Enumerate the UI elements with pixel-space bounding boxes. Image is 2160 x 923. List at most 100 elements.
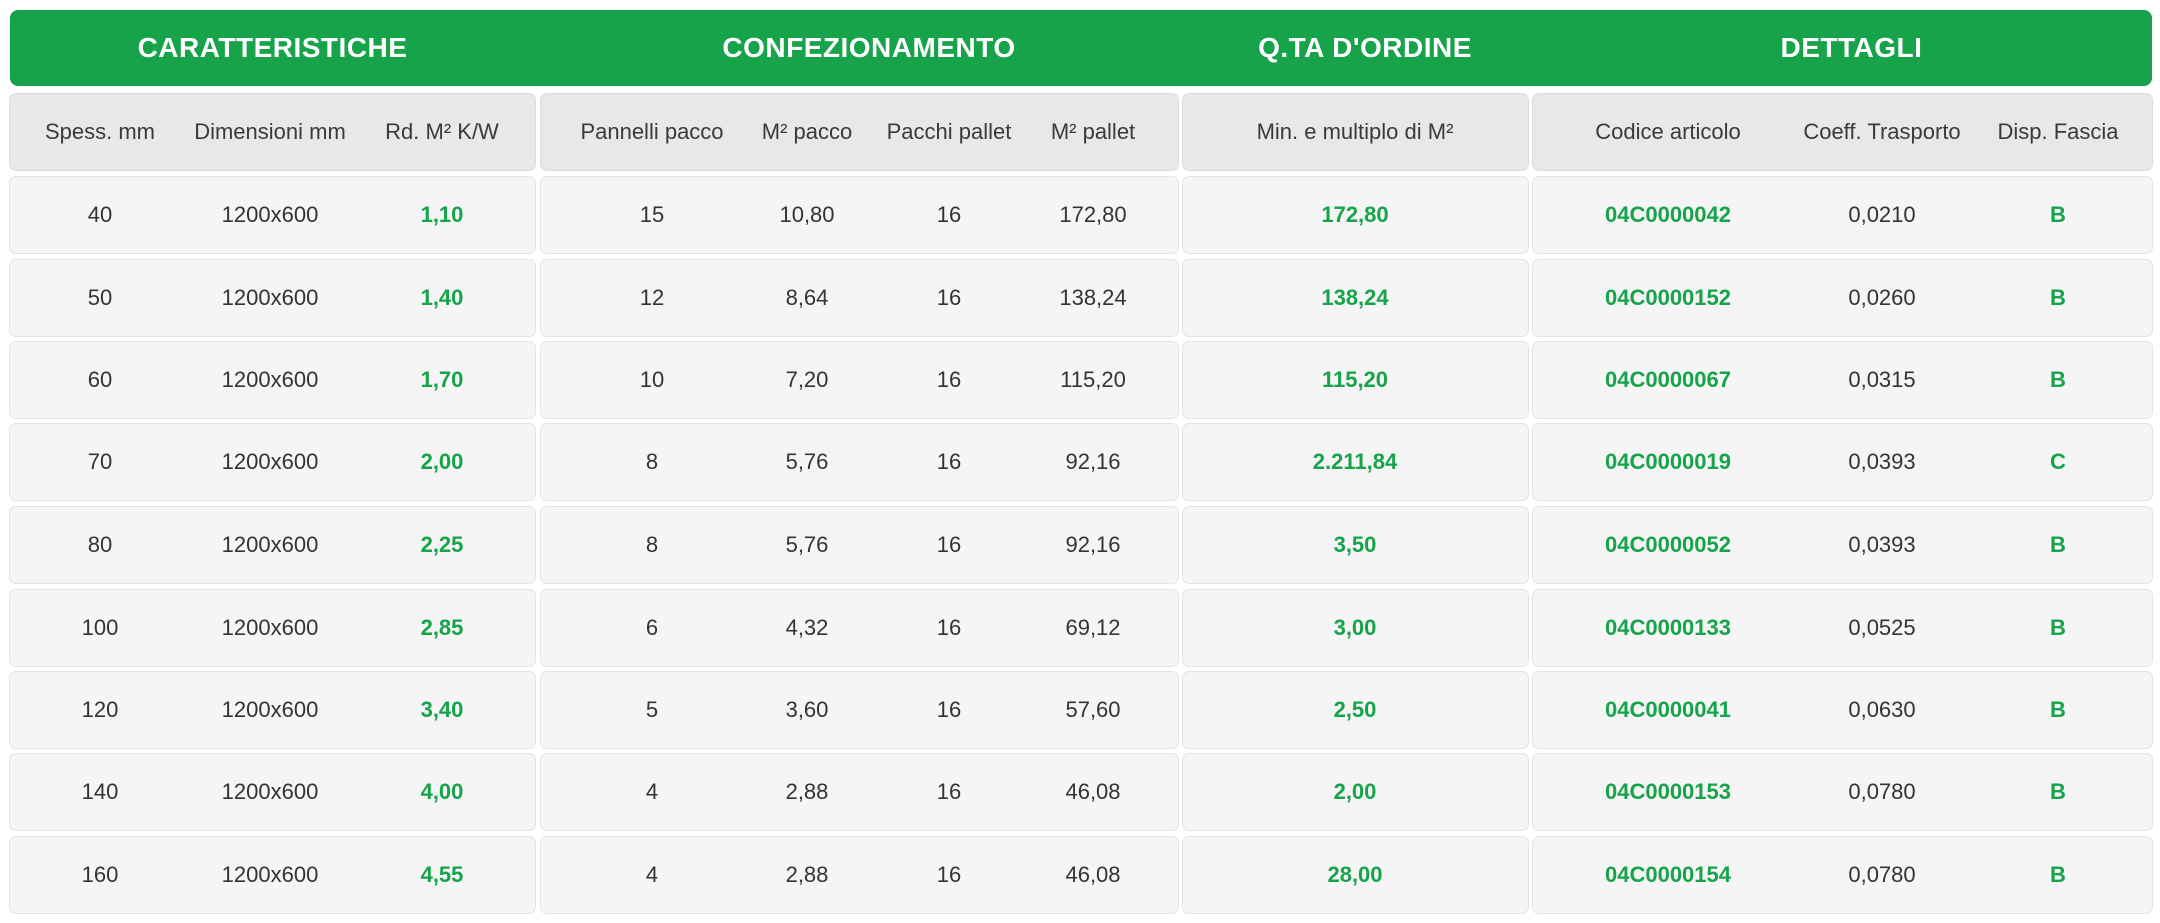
cell-availability-band: B <box>2050 202 2066 227</box>
group-header-qta-ordine: Q.TA D'ORDINE <box>1258 32 1472 63</box>
cell-article-code: 04C0000152 <box>1604 285 1731 310</box>
cell-availability-band: B <box>2050 862 2066 887</box>
cell-dimensions: 1200x600 <box>221 367 319 392</box>
cell-m2-per-pallet: 92,16 <box>1065 532 1121 557</box>
cell-availability-band: C <box>2050 449 2066 474</box>
cell-thermal-resistance: 4,00 <box>420 779 464 804</box>
table-row-panel: 28,00 <box>1183 837 1528 913</box>
cell-article-code: 04C0000133 <box>1604 615 1731 640</box>
table-row-panel: 04C0000052 0,0393 B <box>1533 507 2152 583</box>
cell-min-order-m2: 3,00 <box>1333 615 1377 640</box>
cell-panels-per-pack: 4 <box>645 779 659 804</box>
cell-thermal-resistance: 3,40 <box>420 697 464 722</box>
cell-thermal-resistance: 1,10 <box>420 202 464 227</box>
table-row-panel: 120 1200x600 3,40 <box>10 672 535 748</box>
column-header-panel: Min. e multiplo di M² <box>1183 94 1528 170</box>
cell-article-code: 04C0000052 <box>1604 532 1731 557</box>
table-row-panel: 140 1200x600 4,00 <box>10 754 535 830</box>
column-header-m2-per-pack: M² pacco <box>761 119 853 144</box>
cell-article-code: 04C0000019 <box>1604 449 1731 474</box>
table-row-panel: 04C0000041 0,0630 B <box>1533 672 2152 748</box>
cell-thickness: 140 <box>81 779 119 804</box>
table-row-panel: 6 4,32 16 69,12 <box>541 590 1178 666</box>
column-header-panel: Pannelli pacco M² pacco Pacchi pallet M² pa… <box>541 94 1178 170</box>
table-row-panel: 2,00 <box>1183 754 1528 830</box>
cell-packs-per-pallet: 16 <box>936 367 962 392</box>
cell-transport-coeff: 0,0630 <box>1848 697 1916 722</box>
cell-thermal-resistance: 4,55 <box>420 862 464 887</box>
cell-dimensions: 1200x600 <box>221 532 319 557</box>
cell-m2-per-pallet: 92,16 <box>1065 449 1121 474</box>
table-row-panel: 4 2,88 16 46,08 <box>541 754 1178 830</box>
cell-thickness: 60 <box>87 367 113 392</box>
cell-thermal-resistance: 2,85 <box>420 615 464 640</box>
cell-dimensions: 1200x600 <box>221 779 319 804</box>
cell-packs-per-pallet: 16 <box>936 697 962 722</box>
cell-availability-band: B <box>2050 615 2066 640</box>
cell-dimensions: 1200x600 <box>221 202 319 227</box>
cell-packs-per-pallet: 16 <box>936 449 962 474</box>
cell-transport-coeff: 0,0315 <box>1848 367 1916 392</box>
cell-panels-per-pack: 6 <box>645 615 659 640</box>
table-row-panel: 80 1200x600 2,25 <box>10 507 535 583</box>
cell-panels-per-pack: 15 <box>639 202 665 227</box>
table-row-panel: 160 1200x600 4,55 <box>10 837 535 913</box>
column-header-panels-per-pack: Pannelli pacco <box>580 119 724 144</box>
table-row-panel: 12 8,64 16 138,24 <box>541 260 1178 336</box>
table-row-panel: 10 7,20 16 115,20 <box>541 342 1178 418</box>
cell-m2-per-pack: 5,76 <box>785 532 829 557</box>
cell-thickness: 120 <box>81 697 119 722</box>
cell-transport-coeff: 0,0393 <box>1848 532 1916 557</box>
table-row-panel: 2,50 <box>1183 672 1528 748</box>
cell-panels-per-pack: 8 <box>645 532 659 557</box>
cell-panels-per-pack: 5 <box>645 697 659 722</box>
cell-m2-per-pallet: 115,20 <box>1060 367 1126 392</box>
cell-thickness: 50 <box>87 285 113 310</box>
table-row-panel: 115,20 <box>1183 342 1528 418</box>
cell-thermal-resistance: 2,25 <box>420 532 464 557</box>
column-header-packs-per-pallet: Pacchi pallet <box>886 119 1012 144</box>
table-row-panel: 172,80 <box>1183 177 1528 253</box>
cell-transport-coeff: 0,0260 <box>1848 285 1916 310</box>
cell-m2-per-pack: 8,64 <box>785 285 829 310</box>
cell-panels-per-pack: 8 <box>645 449 659 474</box>
table-row-panel: 15 10,80 16 172,80 <box>541 177 1178 253</box>
cell-dimensions: 1200x600 <box>221 285 319 310</box>
cell-packs-per-pallet: 16 <box>936 285 962 310</box>
table-row-panel: 04C0000154 0,0780 B <box>1533 837 2152 913</box>
cell-thickness: 160 <box>81 862 119 887</box>
cell-transport-coeff: 0,0780 <box>1848 862 1916 887</box>
table-row-panel: 3,00 <box>1183 590 1528 666</box>
table-row-panel: 60 1200x600 1,70 <box>10 342 535 418</box>
cell-min-order-m2: 28,00 <box>1327 862 1383 887</box>
table-row-panel: 2.211,84 <box>1183 424 1528 500</box>
cell-panels-per-pack: 12 <box>639 285 665 310</box>
cell-panels-per-pack: 4 <box>645 862 659 887</box>
cell-availability-band: B <box>2050 697 2066 722</box>
cell-availability-band: B <box>2050 532 2066 557</box>
cell-min-order-m2: 115,20 <box>1321 367 1389 392</box>
column-header-panel: Codice articolo Coeff. Trasporto Disp. Fas… <box>1533 94 2152 170</box>
table-row-panel: 04C0000133 0,0525 B <box>1533 590 2152 666</box>
cell-article-code: 04C0000042 <box>1604 202 1731 227</box>
table-row-panel: 40 1200x600 1,10 <box>10 177 535 253</box>
table-row-panel: 70 1200x600 2,00 <box>10 424 535 500</box>
table-row-panel: 04C0000042 0,0210 B <box>1533 177 2152 253</box>
cell-m2-per-pallet: 57,60 <box>1065 697 1121 722</box>
cell-m2-per-pack: 5,76 <box>785 449 829 474</box>
column-header-min-order-m2: Min. e multiplo di M² <box>1256 119 1454 144</box>
cell-availability-band: B <box>2050 285 2066 310</box>
cell-min-order-m2: 2.211,84 <box>1312 449 1398 474</box>
cell-m2-per-pallet: 69,12 <box>1065 615 1121 640</box>
cell-article-code: 04C0000041 <box>1604 697 1731 722</box>
cell-dimensions: 1200x600 <box>221 862 319 887</box>
cell-packs-per-pallet: 16 <box>936 779 962 804</box>
cell-m2-per-pallet: 172,80 <box>1059 202 1127 227</box>
cell-m2-per-pack: 7,20 <box>785 367 829 392</box>
cell-availability-band: B <box>2050 367 2066 392</box>
cell-m2-per-pack: 3,60 <box>785 697 829 722</box>
cell-packs-per-pallet: 16 <box>936 202 962 227</box>
cell-thickness: 40 <box>87 202 113 227</box>
table-row-panel: 8 5,76 16 92,16 <box>541 424 1178 500</box>
table-row-panel: 3,50 <box>1183 507 1528 583</box>
